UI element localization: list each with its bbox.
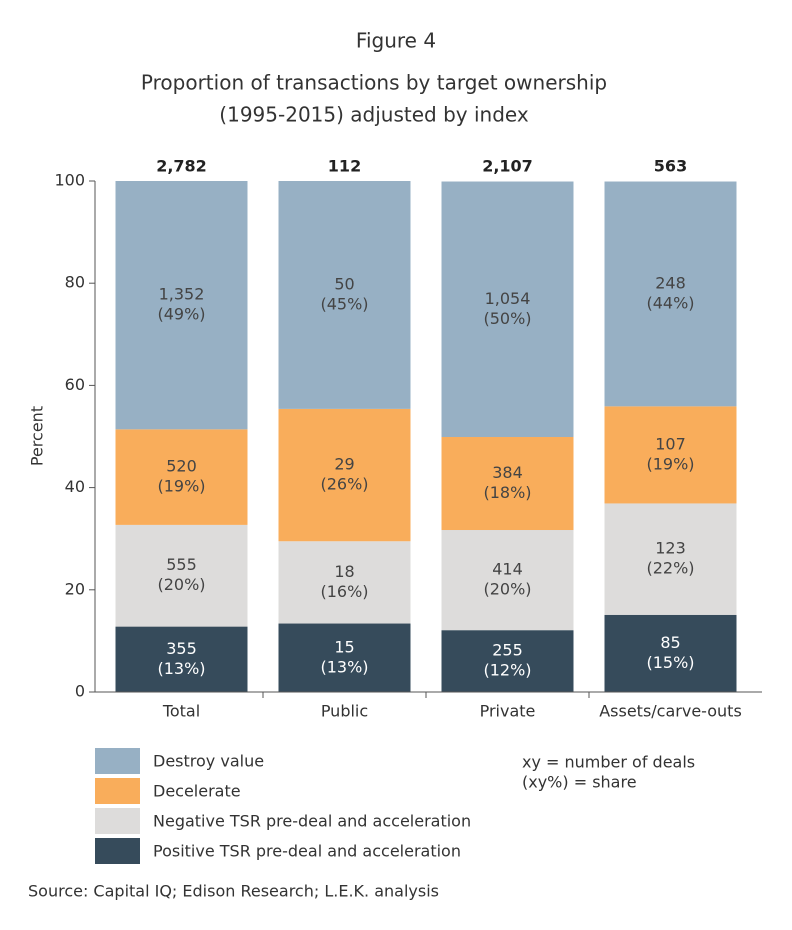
segment-count: 107	[655, 434, 686, 453]
segment-count: 18	[334, 562, 354, 581]
bar-segment	[604, 181, 737, 407]
chart-title: Proportion of transactions by target own…	[141, 71, 607, 95]
segment-label: (26%)	[320, 475, 368, 494]
bar-segment	[441, 437, 574, 531]
segment-label: (13%)	[157, 659, 205, 678]
y-axis-label: Percent	[28, 406, 47, 466]
y-tick-label: 20	[65, 579, 85, 598]
y-tick-label: 0	[75, 682, 85, 701]
segment-count: 50	[334, 274, 354, 293]
legend-label: Decelerate	[153, 782, 241, 801]
segment-count: 15	[334, 637, 354, 656]
y-tick-label: 100	[54, 171, 85, 190]
segment-count: 85	[660, 633, 680, 652]
chart-title: (1995-2015) adjusted by index	[219, 103, 529, 127]
bar-total: 112	[328, 157, 361, 176]
segment-label: (44%)	[646, 293, 694, 312]
segment-count: 123	[655, 539, 686, 558]
legend-swatch	[95, 838, 140, 864]
bar-total: 563	[654, 157, 687, 176]
bar-segment	[278, 623, 411, 692]
segment-count: 355	[166, 639, 197, 658]
segment-count: 384	[492, 463, 523, 482]
segment-label: (22%)	[646, 559, 694, 578]
segment-count: 1,352	[159, 285, 205, 304]
segment-count: 248	[655, 273, 686, 292]
x-tick-label: Public	[321, 702, 368, 721]
note: xy = number of deals	[522, 753, 695, 772]
bar-segment	[115, 429, 248, 525]
legend-swatch	[95, 748, 140, 774]
segment-label: (18%)	[483, 483, 531, 502]
bar-segment	[115, 626, 248, 692]
segment-label: (19%)	[157, 477, 205, 496]
bar-total: 2,107	[482, 157, 533, 176]
bar-segment	[278, 408, 411, 542]
bar-segment	[604, 614, 737, 692]
segment-label: (16%)	[320, 582, 368, 601]
segment-label: (45%)	[320, 294, 368, 313]
source: Source: Capital IQ; Edison Research; L.E…	[28, 882, 439, 901]
x-tick-label: Private	[480, 702, 536, 721]
segment-count: 255	[492, 641, 523, 660]
bar-total: 2,782	[156, 157, 207, 176]
bar-segment	[604, 406, 737, 504]
x-tick-label: Assets/carve-outs	[599, 702, 742, 721]
segment-label: (50%)	[483, 309, 531, 328]
segment-count: 29	[334, 455, 354, 474]
note: (xy%) = share	[522, 773, 637, 792]
segment-label: (20%)	[157, 575, 205, 594]
segment-label: (19%)	[646, 454, 694, 473]
bar-segment	[278, 181, 411, 409]
segment-count: 555	[166, 555, 197, 574]
bar-segment	[441, 181, 574, 438]
legend-swatch	[95, 778, 140, 804]
segment-count: 1,054	[485, 289, 531, 308]
y-tick-label: 80	[65, 273, 85, 292]
bar-segment	[441, 630, 574, 692]
y-tick-label: 60	[65, 375, 85, 394]
legend-swatch	[95, 808, 140, 834]
bar-segment	[441, 530, 574, 631]
segment-label: (49%)	[157, 305, 205, 324]
segment-count: 520	[166, 457, 197, 476]
legend-label: Positive TSR pre-deal and acceleration	[153, 842, 461, 861]
legend-label: Negative TSR pre-deal and acceleration	[153, 812, 471, 831]
x-tick-label: Total	[162, 702, 200, 721]
bar-segment	[604, 503, 737, 615]
segment-label: (15%)	[646, 653, 694, 672]
segment-label: (12%)	[483, 661, 531, 680]
segment-label: (13%)	[320, 657, 368, 676]
bar-segment	[115, 524, 248, 627]
legend-label: Destroy value	[153, 752, 264, 771]
segment-count: 414	[492, 560, 523, 579]
segment-label: (20%)	[483, 580, 531, 599]
bar-segment	[115, 181, 248, 430]
y-tick-label: 40	[65, 477, 85, 496]
figure-label: Figure 4	[356, 29, 436, 53]
bar-segment	[278, 541, 411, 624]
